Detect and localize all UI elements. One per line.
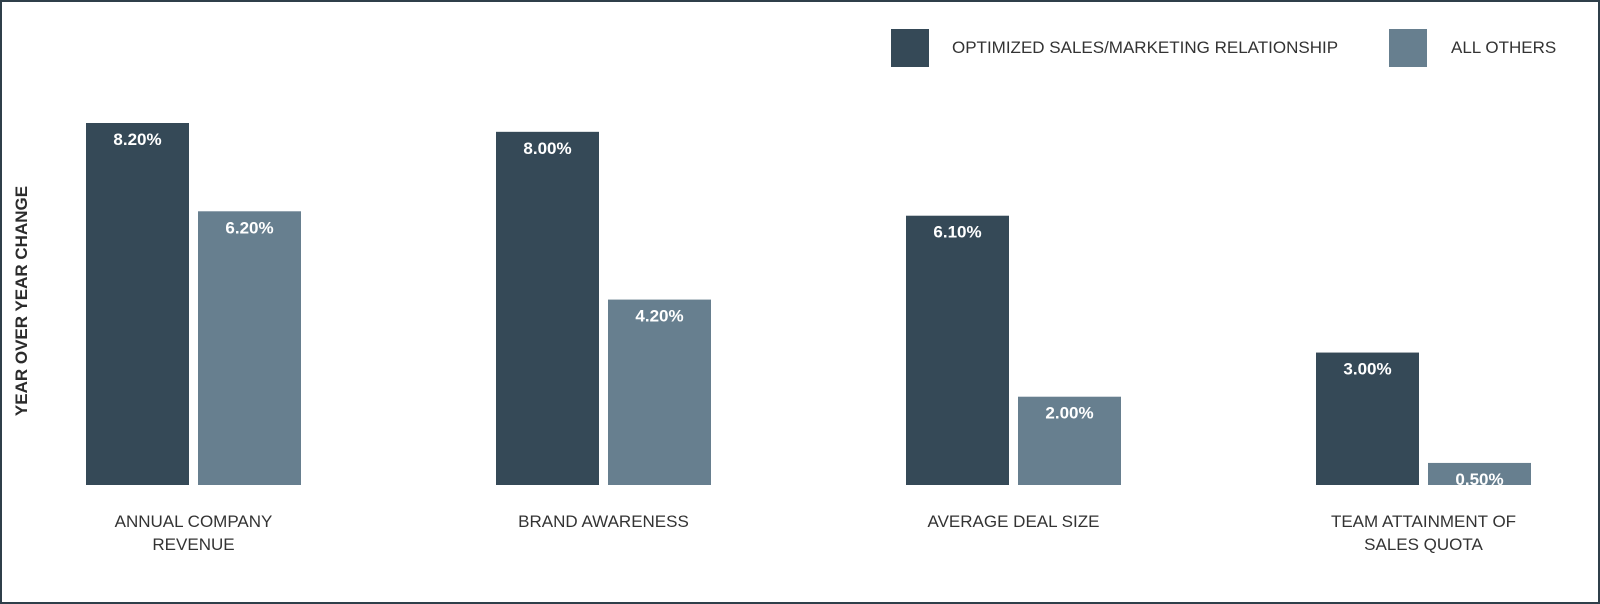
bar-optimized-0 <box>86 123 189 485</box>
legend: OPTIMIZED SALES/MARKETING RELATIONSHIP A… <box>891 29 1556 67</box>
bar-optimized-3 <box>1316 352 1419 485</box>
bar-value-label: 6.20% <box>225 218 273 237</box>
bar-all-others-0 <box>198 211 301 486</box>
legend-swatch-optimized <box>891 29 929 67</box>
bar-value-label: 4.20% <box>635 307 683 326</box>
bar-all-others-2 <box>1018 396 1121 485</box>
bar-value-label: 6.10% <box>933 223 981 242</box>
bar-value-label: 0.50% <box>1455 470 1503 489</box>
bar-value-label: 2.00% <box>1045 404 1093 423</box>
plot-area: 8.20% 6.20% ANNUAL COMPANY REVENUE 8.00% 4.20… <box>86 123 1531 554</box>
y-axis-label: YEAR OVER YEAR CHANGE <box>12 186 31 416</box>
bar-value-label: 8.00% <box>523 139 571 158</box>
legend-swatch-all-others <box>1389 29 1427 67</box>
bar-value-label: 3.00% <box>1343 360 1391 379</box>
bar-optimized-1 <box>496 131 599 485</box>
legend-label-optimized: OPTIMIZED SALES/MARKETING RELATIONSHIP <box>952 38 1338 57</box>
bar-value-label: 8.20% <box>113 130 161 149</box>
category-label: TEAM ATTAINMENT OF SALES QUOTA <box>1331 512 1516 554</box>
category-label: AVERAGE DEAL SIZE <box>928 512 1100 531</box>
bar-optimized-2 <box>906 215 1009 485</box>
category-label: ANNUAL COMPANY REVENUE <box>115 512 273 554</box>
bar-all-others-1 <box>608 299 711 485</box>
legend-label-all-others: ALL OTHERS <box>1451 38 1556 57</box>
bar-all-others-3 <box>1428 462 1531 485</box>
category-label: BRAND AWARENESS <box>518 512 689 531</box>
